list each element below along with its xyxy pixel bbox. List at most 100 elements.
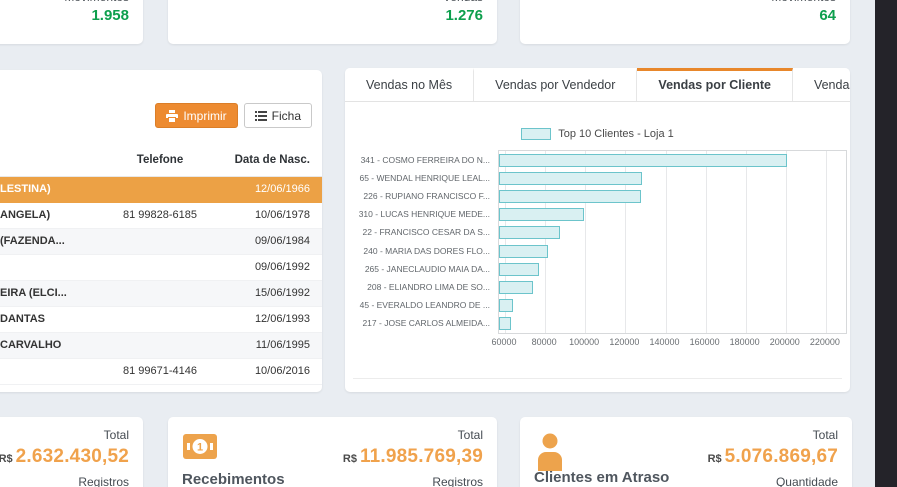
total-label: Total (103, 428, 129, 442)
tab-vendas-no-m-s[interactable]: Vendas no Mês (345, 68, 475, 101)
card-title: Clientes em Atraso (534, 469, 670, 486)
collapsed-dark-sidebar (875, 0, 897, 487)
client-row[interactable]: ANGELA) 81 99828-6185 10/06/1978 (0, 203, 322, 229)
client-phone: 81 99671-4146 (122, 365, 197, 377)
tab-vendas-por-produto[interactable]: Vendas por Produto (792, 68, 850, 101)
top-card-vendas: Vendas 1.276 (168, 0, 497, 44)
bar-8[interactable] (499, 299, 514, 313)
bottom-card-recebimentos: 1 Recebimentos Total R$ 11.985.769,39 Reg… (168, 417, 497, 487)
column-header-data-nasc: Data de Nasc. (234, 154, 310, 166)
list-icon (254, 110, 267, 122)
total-amount: 2.632.430,52 (15, 446, 129, 467)
currency-label: R$ (342, 453, 357, 465)
sales-tabbar: Vendas no Mês Vendas por Vendedor Vendas p… (345, 68, 850, 102)
bar-1[interactable] (499, 171, 642, 185)
bar-6[interactable] (499, 262, 539, 276)
x-tick-label: 80000 (531, 337, 557, 347)
legend-swatch (521, 128, 552, 140)
y-category-label: 208 - ELIANDRO LIMA DE SO... (367, 281, 490, 292)
y-category-label: 310 - LUCAS HENRIQUE MEDE... (358, 209, 490, 220)
count-label: Registros (432, 475, 483, 487)
bar-5[interactable] (499, 244, 549, 258)
x-tick-label: 120000 (609, 337, 640, 347)
client-row[interactable]: EIRA (ELCI... 15/06/1992 (0, 281, 322, 307)
client-birthdate: 15/06/1992 (254, 287, 310, 299)
count-label: Quantidade (775, 475, 838, 487)
ficha-button-label: Ficha (271, 108, 301, 123)
x-tick-label: 180000 (729, 337, 760, 347)
clients-panel: Imprimir Ficha Telefone Data de Nasc. LE… (0, 70, 322, 392)
clients-table-header: Telefone Data de Nasc. (0, 145, 322, 177)
bar-chart-plot (498, 150, 847, 334)
total-amount: 11.985.769,39 (359, 446, 483, 467)
person-icon (534, 433, 566, 476)
client-birthdate: 11/06/1995 (255, 339, 310, 351)
money-bill-icon: 1 (182, 433, 218, 465)
client-row[interactable]: DANTAS 12/06/1993 (0, 307, 322, 333)
x-tick-label: 220000 (809, 337, 840, 347)
card-title: Recebimentos (182, 471, 285, 487)
bottom-card-total-1: Total R$ 2.632.430,52 Registros (0, 417, 143, 487)
bar-3[interactable] (499, 208, 584, 222)
client-row[interactable]: (FAZENDA... 09/06/1984 (0, 229, 322, 255)
gridline (625, 151, 627, 333)
client-birthdate: 10/06/1978 (254, 209, 310, 221)
x-tick-label: 200000 (769, 337, 800, 347)
gridline (505, 151, 506, 333)
top-card-movimentos-2: Movimentos 64 (520, 0, 850, 44)
y-category-label: 265 - JANECLAUDIO MAIA DA... (364, 263, 490, 274)
client-name: DANTAS (0, 313, 46, 325)
stat-value: 64 (819, 7, 836, 24)
tab-vendas-por-vendedor[interactable]: Vendas por Vendedor (474, 68, 638, 101)
tab-vendas-por-cliente[interactable]: Vendas por Cliente (637, 68, 793, 101)
client-name: ANGELA) (0, 209, 51, 221)
gridline (785, 151, 787, 333)
client-row[interactable]: CARVALHO 11/06/1995 (0, 333, 322, 359)
y-category-label: 217 - JOSE CARLOS ALMEIDA... (362, 318, 490, 329)
gridline (545, 151, 547, 333)
client-row[interactable]: 09/06/1992 (0, 255, 322, 281)
client-birthdate: 09/06/1984 (254, 235, 310, 247)
y-category-label: 240 - MARIA DAS DORES FLO... (363, 245, 490, 256)
printer-icon (166, 109, 179, 122)
clients-table: Telefone Data de Nasc. LESTINA) 12/06/196… (0, 145, 322, 385)
client-birthdate: 09/06/1992 (254, 261, 310, 273)
client-row[interactable]: 81 99671-4146 10/06/2016 (0, 359, 322, 385)
bar-9[interactable] (499, 317, 511, 331)
client-name: LESTINA) (0, 183, 51, 195)
chart-x-axis: 60000 80000 100000 120000 140000 160000 180000… (491, 337, 847, 351)
chart-category-labels: 341 - COSMO FERREIRA DO N... 65 - WENDAL … (345, 150, 494, 332)
sales-panel: Vendas no Mês Vendas por Vendedor Vendas p… (345, 68, 850, 392)
bar-0[interactable] (499, 153, 787, 167)
currency-label: R$ (707, 453, 722, 465)
gridline (745, 151, 747, 333)
client-row[interactable]: LESTINA) 12/06/1966 (0, 177, 322, 203)
client-birthdate: 10/06/2016 (254, 365, 310, 377)
total-label: Total (457, 428, 483, 442)
stat-value: 1.276 (445, 7, 483, 24)
ficha-button[interactable]: Ficha (243, 103, 312, 128)
print-button[interactable]: Imprimir (155, 103, 238, 128)
bottom-card-clientes-em-atraso: Clientes em Atraso Total R$ 5.076.869,67 … (520, 417, 852, 487)
gridline (825, 151, 827, 333)
legend-label: Top 10 Clientes - Loja 1 (558, 128, 674, 140)
gridline (705, 151, 707, 333)
client-name: CARVALHO (0, 339, 62, 351)
client-birthdate: 12/06/1966 (254, 183, 310, 195)
y-category-label: 45 - EVERALDO LEANDRO DE ... (359, 300, 490, 311)
client-birthdate: 12/06/1993 (254, 313, 310, 325)
bar-2[interactable] (499, 190, 641, 203)
total-amount: 5.076.869,67 (724, 446, 838, 467)
x-tick-label: 100000 (569, 337, 600, 347)
y-category-label: 65 - WENDAL HENRIQUE LEAL... (359, 172, 490, 183)
bar-4[interactable] (499, 226, 561, 240)
y-category-label: 226 - RUPIANO FRANCISCO F... (363, 190, 490, 201)
x-tick-label: 160000 (689, 337, 720, 347)
client-name: (FAZENDA... (0, 235, 65, 247)
top-card-movimentos-1: Movimentos 1.958 (0, 0, 143, 44)
stat-label: Vendas (443, 0, 483, 4)
svg-text:1: 1 (197, 442, 203, 454)
chart-legend[interactable]: Top 10 Clientes - Loja 1 (345, 128, 850, 140)
bar-7[interactable] (499, 281, 534, 294)
